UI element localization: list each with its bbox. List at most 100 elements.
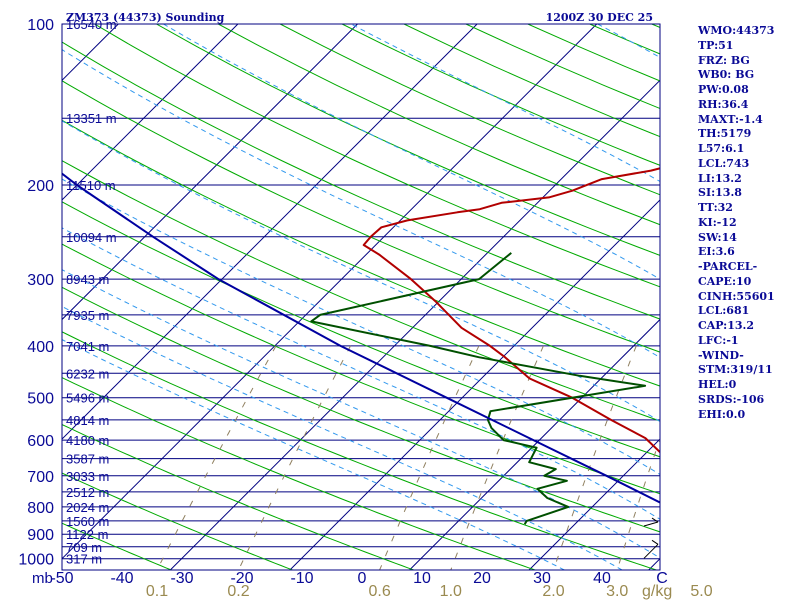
pressure-tick-label: 1000 [18, 552, 54, 569]
isotherm-line [62, 24, 358, 321]
mixing-ratio-units-label: g/kg [642, 583, 672, 600]
temperature-trace [362, 167, 660, 454]
index-entry: HEL:0 [698, 378, 737, 391]
pressure-tick-label: 900 [27, 527, 54, 544]
dry-adiabat-line [62, 377, 536, 570]
temperature-tick-label: C [656, 570, 668, 587]
pressure-tick-label: 200 [27, 178, 54, 195]
dry-adiabat-line [62, 286, 660, 533]
index-entry: TH:5179 [698, 127, 752, 141]
index-entry: TT:32 [698, 201, 733, 214]
pressure-tick-label: 600 [27, 433, 54, 450]
temperature-tick-label: -30 [170, 570, 193, 587]
isotherm-line [62, 24, 239, 201]
wind-barbs [643, 517, 659, 559]
height-label: 317 m [66, 552, 102, 567]
isotherm-line [169, 79, 660, 570]
dry-adiabat-line [156, 24, 660, 256]
dry-adiabat-line [62, 472, 293, 570]
index-entry: -PARCEL- [698, 260, 758, 273]
mixing-ratio-line [156, 345, 277, 570]
moist-adiabat-line [163, 24, 660, 280]
isotherm-line [62, 24, 478, 440]
height-label: 13351 m [66, 111, 117, 126]
height-label: 1560 m [66, 514, 109, 529]
index-entry: LCL:743 [698, 156, 750, 170]
height-label: 2512 m [66, 485, 109, 500]
pressure-tick-label: 100 [27, 17, 54, 34]
index-entry: FRZ: BG [698, 53, 750, 67]
index-entry: MAXT:-1.4 [698, 112, 763, 126]
mixing-ratio-tick-label: 0.1 [146, 583, 168, 600]
height-label: 6232 m [66, 366, 109, 381]
height-label: 3033 m [66, 469, 109, 484]
index-entry: KI:-12 [698, 215, 737, 229]
mixing-ratio-line [616, 437, 660, 570]
wind-barb-flag [651, 517, 659, 523]
index-entry: EHI:0.0 [698, 407, 746, 421]
mixing-ratio-line [553, 345, 637, 570]
pressure-tick-label: 700 [27, 469, 54, 486]
dry-adiabat-line [94, 24, 660, 288]
height-label: 7041 m [66, 339, 109, 354]
moist-adiabat-line [62, 269, 660, 559]
mixing-ratio-tick-label: 5.0 [690, 583, 712, 600]
height-label: 11510 m [66, 178, 116, 193]
index-entry: SW:14 [698, 230, 737, 244]
height-label: 10094 m [66, 230, 117, 245]
chart-title: ZM373 (44373) Sounding [66, 11, 225, 24]
mixing-ratio-tick-label: 2.0 [542, 583, 564, 600]
pressure-tick-label: 500 [27, 391, 54, 408]
isotherm-line [528, 438, 660, 570]
moist-adiabat-line [62, 227, 660, 520]
sounding-traces [62, 167, 660, 525]
index-entry: LI:13.2 [698, 171, 742, 185]
mixing-ratio-tick-label: 1.0 [440, 583, 462, 600]
isotherm-line [289, 199, 660, 570]
chart-valid-time: 1200Z 30 DEC 25 [546, 11, 653, 24]
temperature-tick-label: 10 [413, 570, 431, 587]
index-entry: TP:51 [698, 38, 734, 52]
index-entry: CAPE:10 [698, 274, 752, 288]
index-entry: PW:0.08 [698, 83, 749, 96]
temperature-tick-label: -10 [290, 570, 313, 587]
pressure-tick-label: 300 [27, 272, 54, 289]
dry-adiabat-line [62, 243, 660, 495]
index-entry: SI:13.8 [698, 186, 742, 200]
index-entry: SRDS:-106 [698, 392, 765, 406]
temperature-tick-label: -20 [230, 570, 253, 587]
mixing-ratio-tick-label: 3.0 [606, 583, 628, 600]
temperature-tick-label: 20 [473, 570, 491, 587]
dry-adiabat-line [62, 80, 660, 353]
temperature-tick-label: -40 [110, 570, 133, 587]
isotherm-line [409, 318, 660, 570]
moist-adiabat-line [62, 49, 660, 359]
thermo-grid [62, 24, 660, 570]
temperature-tick-label: 40 [593, 570, 611, 587]
dry-adiabat-line [62, 41, 660, 320]
index-entry: WMO:44373 [698, 24, 775, 37]
height-label: 7935 m [66, 308, 109, 323]
dry-adiabat-line [62, 119, 660, 387]
dry-adiabat-line [62, 160, 660, 422]
index-entry: LCL:681 [698, 304, 750, 318]
height-label: 1122 m [66, 527, 108, 542]
index-entry: RH:36.4 [698, 97, 749, 111]
height-label: 2024 m [66, 500, 109, 515]
moist-adiabat-line [62, 178, 660, 476]
wind-barb [643, 521, 659, 527]
wind-barb [643, 543, 659, 559]
index-entry: CINH:55601 [698, 289, 775, 303]
index-entry: LFC:-1 [698, 333, 739, 347]
height-label: 8943 m [66, 272, 109, 287]
index-entry: EI:3.6 [698, 245, 735, 259]
index-entry: -WIND- [698, 348, 744, 362]
temperature-tick-label: -50 [50, 570, 73, 587]
parcel-trace [62, 172, 660, 504]
dry-adiabat-line [62, 423, 414, 570]
dry-adiabat-line [62, 522, 172, 570]
index-entry: CAP:13.2 [698, 319, 755, 332]
plot-background [62, 24, 660, 570]
height-label: 4180 m [66, 433, 109, 448]
